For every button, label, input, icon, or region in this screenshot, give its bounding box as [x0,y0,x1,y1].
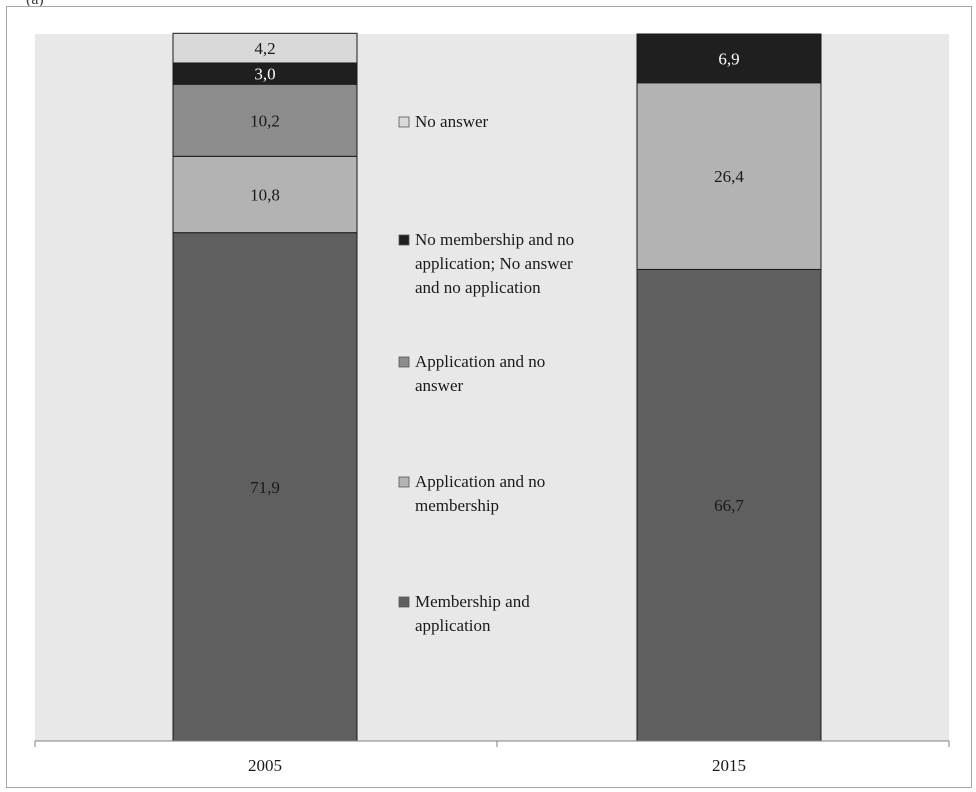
legend-label-5-line-1: Membership and [415,592,530,611]
data-label-2005-4: 3,0 [254,65,275,84]
data-label-2005-2: 10,8 [250,185,280,204]
data-label-2005-5: 4,2 [254,39,275,58]
legend-label-4-line-2: membership [415,496,499,515]
legend-label-4-line-1: Application and no [415,472,545,491]
bar-segment-2015-1 [636,268,822,742]
legend: No answer No membership and no application… [398,112,574,635]
x-axis: 2005 2015 [34,740,950,775]
x-tick-label-2005: 2005 [248,756,282,775]
x-tick-label-2015: 2015 [712,756,746,775]
top-strip: (a) [0,0,976,10]
bar-layer [172,32,822,742]
legend-label-2-line-3: and no application [415,278,541,297]
legend-swatch-3 [398,356,410,368]
legend-label-5-line-2: application [415,616,491,635]
legend-swatch-5 [398,596,410,608]
stacked-bar-chart: 71,910,810,23,04,266,726,46,9 No answerN… [34,32,950,775]
data-label-layer: 71,9 10,8 10,2 3,0 4,2 66,7 26,4 6,9 [250,39,744,515]
legend-swatch-2 [398,234,410,246]
legend-label-2-line-2: application; No answer [415,254,573,273]
figure-label: (a) [26,0,44,9]
bar-segment-2005-5 [172,32,358,64]
legend-label-3-line-1: Application and no [415,352,545,371]
legend-label-3-line-2: answer [415,376,463,395]
legend-label-1-line-1: No answer [415,112,489,131]
bar-segment-2005-1 [172,232,358,742]
bar-segment-2005-3 [172,83,358,157]
legend-label-2-line-1: No membership and no [415,230,574,249]
bar-segment-2015-4 [636,33,822,84]
data-label-2005-3: 10,2 [250,111,280,130]
chart-frame: 71,9 10,8 10,2 3,0 4,2 66,7 26,4 6,9 No answer N… [6,6,972,788]
legend-swatch-4 [398,476,410,488]
bar-segment-2015-2 [636,82,822,270]
data-label-2015-4: 6,9 [718,49,739,68]
data-label-2015-2: 26,4 [714,167,744,186]
legend-swatch-1 [398,116,410,128]
data-label-2015-1: 66,7 [714,496,744,515]
bar-segment-2005-2 [172,155,358,234]
data-label-2005-1: 71,9 [250,478,280,497]
